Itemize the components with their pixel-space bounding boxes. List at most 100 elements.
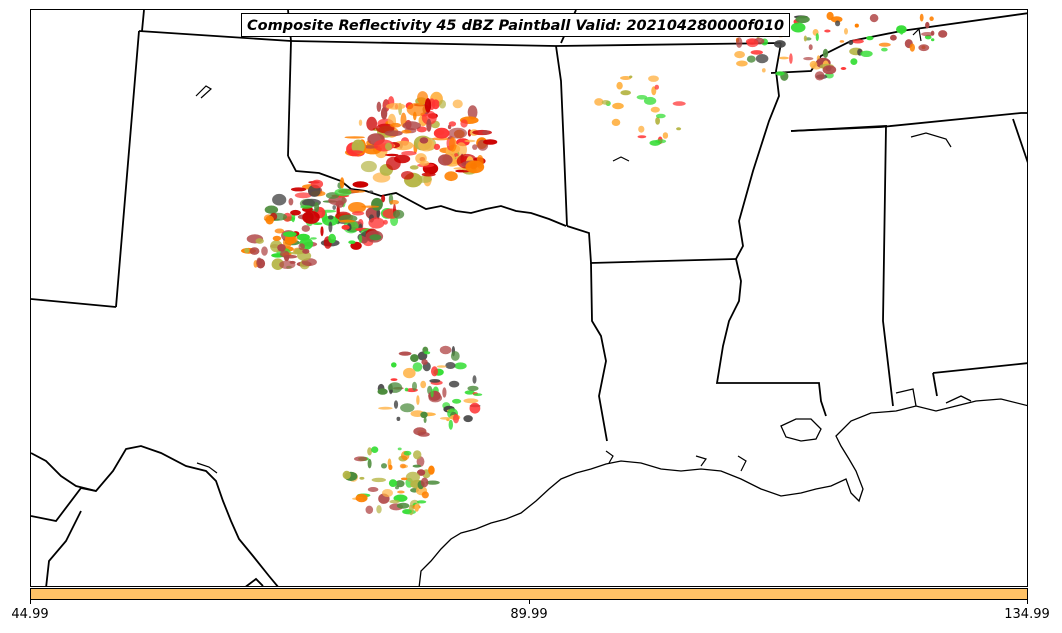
reflectivity-blob: [412, 381, 417, 391]
reflectivity-blob: [389, 200, 399, 205]
reflectivity-blob: [288, 198, 294, 206]
reflectivity-blob: [662, 132, 669, 139]
reflectivity-blob: [272, 193, 287, 206]
reflectivity-blob: [455, 169, 465, 173]
reflectivity-blob: [283, 254, 298, 259]
reflectivity-blob: [347, 190, 366, 193]
reflectivity-blob: [274, 228, 285, 234]
reflectivity-blob: [848, 40, 854, 45]
reflectivity-blob: [439, 417, 452, 420]
reflectivity-blob: [921, 31, 934, 37]
reflectivity-blob: [352, 211, 365, 216]
reflectivity-blob: [428, 465, 435, 475]
border-west-tx: [31, 298, 117, 308]
reflectivity-blob: [328, 221, 333, 233]
reflectivity-blob: [774, 40, 786, 48]
reflectivity-blob: [301, 225, 310, 232]
reflectivity-blob: [328, 233, 336, 244]
reflectivity-blob: [869, 14, 879, 23]
reflectivity-blob: [736, 60, 748, 67]
border-co-nm: [138, 30, 292, 42]
reflectivity-blob: [389, 389, 393, 393]
reflectivity-blob: [393, 209, 405, 219]
state-boundaries: [31, 10, 1027, 586]
border-ks-ok: [290, 40, 557, 47]
reflectivity-blob: [463, 398, 479, 404]
reflectivity-blob: [412, 464, 422, 468]
reflectivity-blob: [403, 367, 416, 379]
reflectivity-blob: [378, 406, 393, 410]
reflectivity-blob: [388, 464, 393, 470]
reflectivity-blob: [439, 345, 452, 355]
reflectivity-blob: [815, 33, 819, 42]
reflectivity-blob: [814, 71, 825, 81]
reflectivity-blob: [424, 351, 431, 355]
reflectivity-blob: [403, 450, 412, 456]
reflectivity-blob: [320, 226, 324, 237]
reflectivity-blob: [938, 30, 948, 38]
border-al-fl2: [932, 372, 938, 397]
reflectivity-blob: [310, 237, 317, 240]
reflectivity-blob: [432, 137, 450, 141]
reflectivity-blob: [381, 194, 386, 203]
reflectivity-blob: [290, 209, 301, 216]
border-ok-ar: [555, 45, 568, 227]
reflectivity-blob: [430, 388, 434, 398]
map-canvas: [31, 10, 1027, 586]
reflectivity-blob: [417, 91, 429, 105]
border-mississippi: [715, 42, 827, 417]
reflectivity-blob: [404, 387, 409, 392]
reflectivity-blob: [445, 362, 456, 369]
reflectivity-blob: [361, 205, 380, 208]
reflectivity-blob: [594, 98, 604, 106]
reflectivity-blob: [417, 469, 426, 476]
reflectivity-blob: [822, 48, 829, 59]
reflectivity-blob: [400, 477, 408, 481]
reflectivity-blob: [918, 44, 930, 52]
reflectivity-blob: [444, 171, 458, 182]
reflectivity-blob: [612, 102, 624, 110]
reflectivity-blob: [420, 411, 428, 418]
reflectivity-blob: [244, 247, 250, 254]
map-title: Composite Reflectivity 45 dBZ Paintball …: [241, 13, 791, 37]
reflectivity-blob: [428, 390, 441, 401]
border-mo-ar: [555, 42, 782, 47]
reflectivity-blob: [472, 375, 477, 384]
reflectivity-blob: [401, 129, 412, 134]
reflectivity-blob: [419, 137, 429, 144]
reflectivity-blob: [358, 119, 363, 126]
border-top-line: [141, 10, 145, 32]
reflectivity-blob: [469, 402, 481, 414]
reflectivity-blob: [909, 43, 915, 52]
border-ms-al: [790, 125, 894, 407]
reflectivity-blob: [396, 502, 410, 509]
reflectivity-blob: [284, 234, 296, 245]
reflectivity-blob: [302, 210, 320, 224]
reflectivity-blob: [382, 489, 393, 497]
reflectivity-blob: [398, 351, 412, 356]
reflectivity-blob: [426, 118, 432, 132]
reflectivity-blob: [344, 136, 365, 139]
reflectivity-blob: [338, 219, 356, 223]
reflectivity-blob: [790, 22, 806, 33]
border-ar-la: [566, 225, 737, 264]
reflectivity-blob: [850, 58, 858, 65]
reflectivity-blob: [354, 456, 368, 462]
reflectivity-blob: [385, 153, 399, 157]
reflectivity-blob: [452, 99, 463, 109]
reflectivity-blob: [371, 477, 386, 483]
reflectivity-blob: [750, 50, 763, 55]
reflectivity-blob: [376, 505, 382, 514]
reflectivity-blob: [396, 416, 401, 421]
reflectivity-blob: [423, 417, 427, 423]
reflectivity-blob: [256, 257, 262, 267]
reflectivity-blob: [327, 215, 334, 220]
reflectivity-blob: [930, 30, 935, 36]
reflectivity-blob: [367, 447, 372, 456]
reflectivity-blob: [890, 34, 897, 41]
reflectivity-blob: [442, 387, 447, 398]
reflectivity-blob: [789, 53, 793, 64]
reflectivity-blob: [341, 224, 350, 230]
reflectivity-blob: [601, 100, 610, 105]
reflectivity-blob: [368, 217, 385, 229]
